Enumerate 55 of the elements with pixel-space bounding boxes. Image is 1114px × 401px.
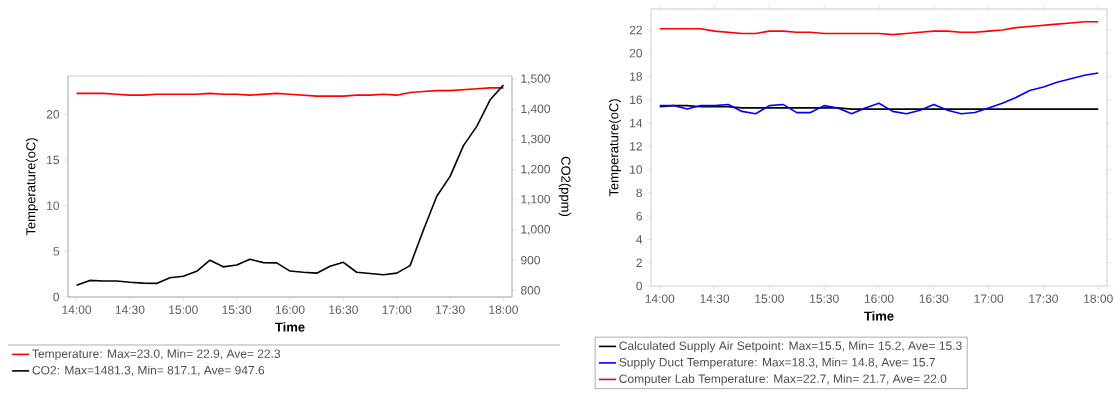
x-tick-label: 17:00 [382, 305, 412, 314]
y-tick-label: 8 [636, 188, 643, 198]
y-tick-label: 18 [630, 72, 643, 81]
legend-label: Computer Lab Temperature: Max=22.7, Min= 21.7, Ave= 22.0 [619, 374, 947, 386]
legend-label: Temperature: Max=23.0, Min= 22.9, Ave= 22.3 [32, 349, 281, 361]
x-tick-label: 15:30 [222, 305, 252, 314]
x-tick-label: 18:00 [489, 305, 519, 314]
y-tick-label: 14 [630, 118, 643, 128]
x-tick-label: 14:30 [115, 305, 145, 314]
y2-tick-label: 1,100 [521, 194, 551, 205]
x-tick-label: 16:30 [329, 305, 358, 314]
y2-tick-label: 900 [521, 255, 541, 265]
line-series [658, 72, 1100, 115]
x-tick-label: 15:30 [810, 294, 839, 303]
y-tick-label: 10 [47, 201, 60, 210]
y2-tick-label: 800 [520, 286, 541, 295]
x-tick-label: 16:00 [864, 294, 894, 303]
y2-tick-label: 1,400 [521, 104, 551, 115]
y-tick-label: 2 [636, 258, 642, 267]
y-tick-label: 0 [53, 292, 60, 302]
y-tick-label: 6 [636, 211, 643, 221]
y-tick-label: 5 [53, 247, 60, 256]
y2-tick-label: 1,000 [521, 225, 551, 236]
y-tick-label: 12 [630, 142, 642, 151]
x-tick-label: 16:30 [919, 294, 949, 303]
x-tick-label: 17:30 [1029, 294, 1058, 303]
y2-tick-label: 1,200 [521, 164, 551, 175]
x-tick-label: 16:00 [275, 305, 305, 314]
x-tick-label: 18:00 [1084, 294, 1113, 303]
x-tick-label: 17:00 [974, 294, 1004, 303]
line-series [75, 84, 505, 287]
y-tick-label: 15 [47, 155, 60, 165]
y2-tick-label: 1,300 [521, 134, 551, 145]
y-tick-label: 16 [630, 95, 643, 105]
x-tick-label: 14:00 [62, 305, 92, 314]
legend-label: Supply Duct Temperature: Max=18.3, Min= 14.8, Ave= 15.7 [619, 357, 935, 369]
x-axis-title: Time [864, 311, 894, 321]
x-tick-label: 15:00 [169, 305, 198, 314]
y-axis-title: Temperature(oC) [608, 99, 621, 197]
y-tick-label: 10 [630, 165, 643, 174]
x-tick-label: 15:00 [755, 294, 784, 303]
y2-tick-label: 1,500 [521, 74, 551, 85]
y-tick-label: 22 [629, 25, 642, 35]
x-tick-label: 14:30 [700, 294, 730, 303]
y-tick-label: 20 [46, 110, 60, 119]
y-tick-label: 4 [636, 235, 643, 244]
y-tick-label: 20 [629, 48, 643, 58]
x-tick-label: 17:30 [436, 305, 465, 314]
y2-axis-title: CO2(ppm) [558, 156, 571, 217]
x-tick-label: 14:00 [645, 294, 675, 303]
y-tick-label: 0 [636, 281, 643, 291]
legend-label: CO2: Max=1481.3, Min= 817.1, Ave= 947.6 [32, 365, 265, 376]
legend-label: Calculated Supply Air Setpoint: Max=15.5, Min= 15.2, Ave= 15.3 [619, 341, 962, 353]
y-axis-title: Temperature(oC) [25, 138, 38, 236]
x-axis-title: Time [275, 322, 305, 332]
